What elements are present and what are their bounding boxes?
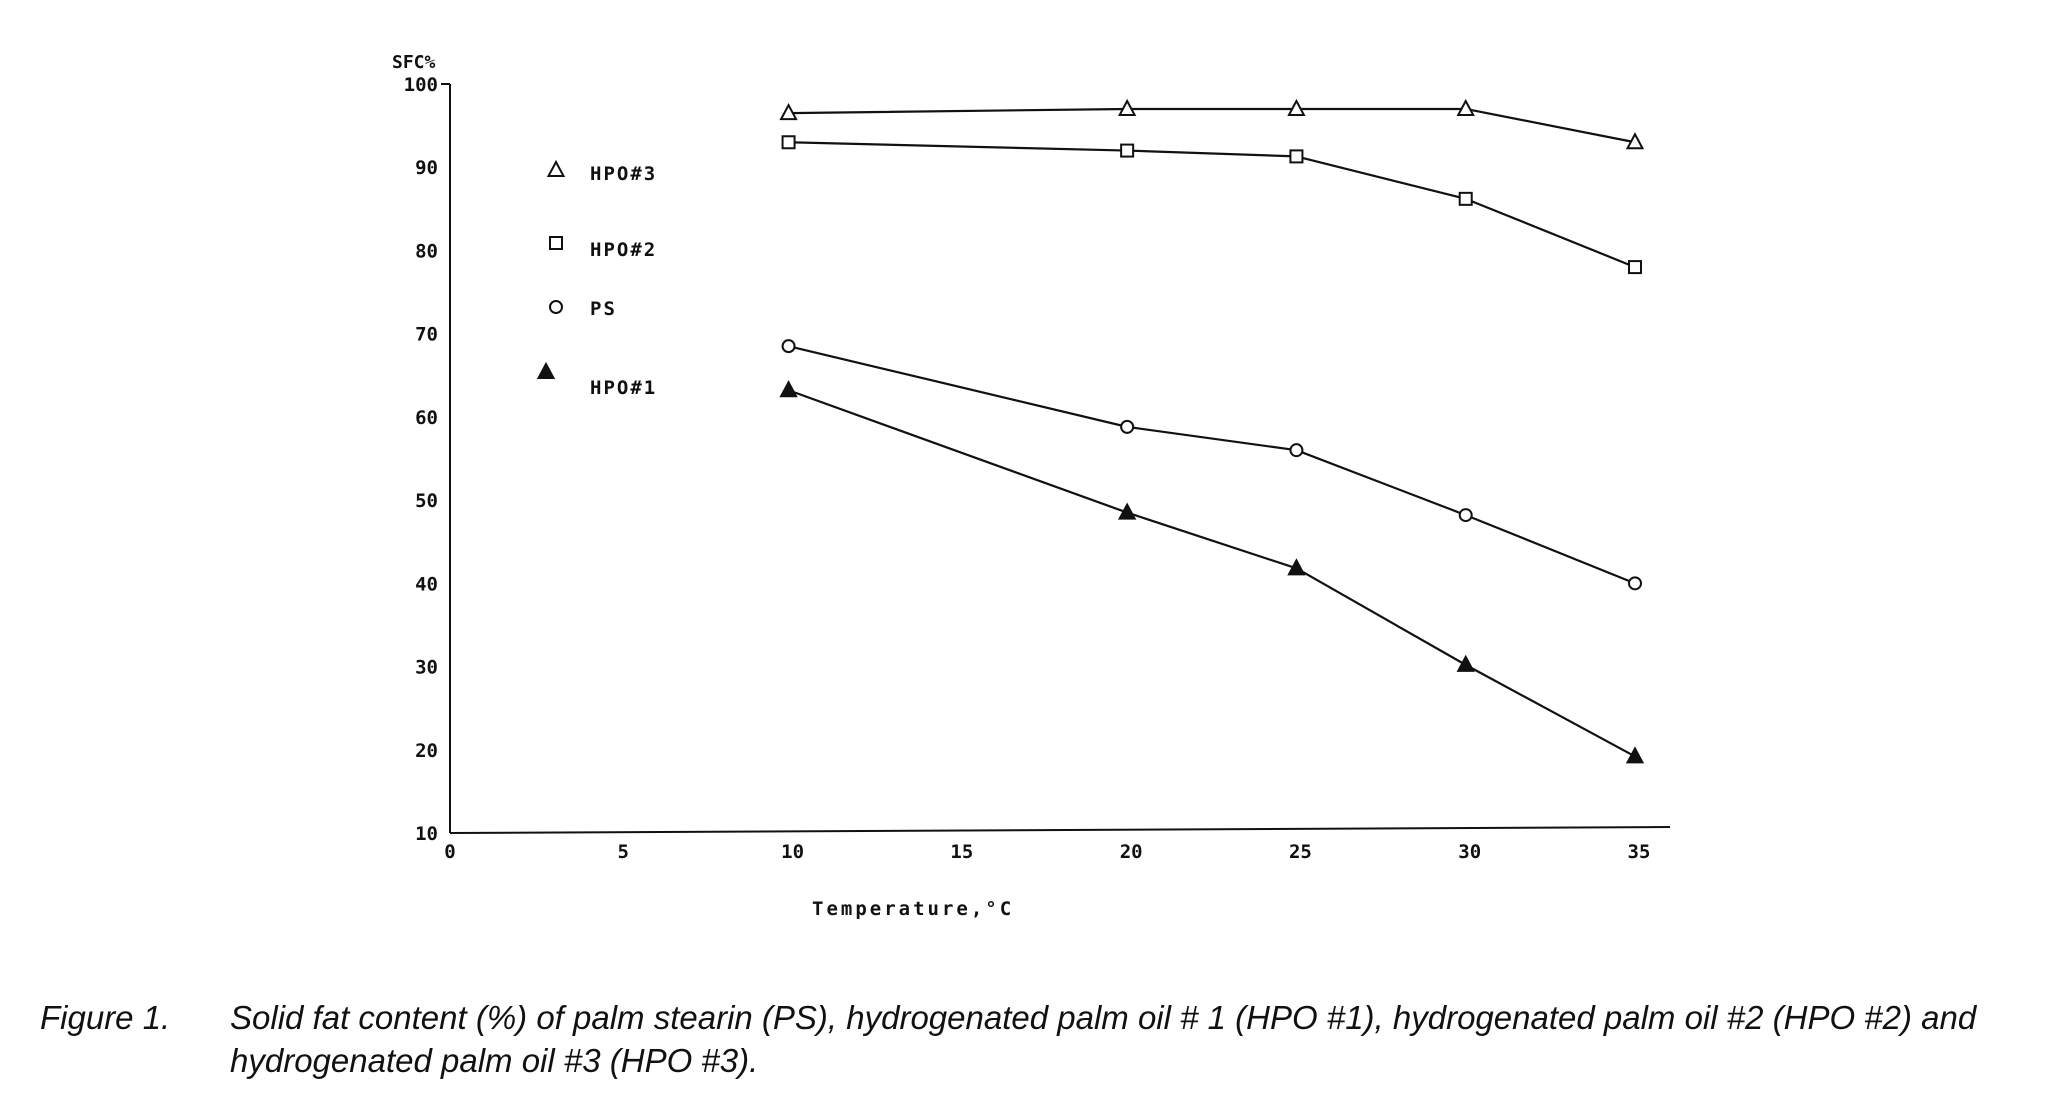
legend: HPO#3 HPO#2 PS HPO#1: [536, 159, 657, 399]
data-point-hpo-3: [779, 103, 798, 121]
data-point-hpo-3: [1625, 132, 1645, 150]
legend-label: HPO#1: [590, 377, 657, 399]
tick-labels: 10 20 30 40 50 60 70 80 90 100 0 5 10 15 20 25 30 35: [404, 74, 1651, 863]
y-tick-label: 20: [415, 740, 438, 762]
x-axis-title: Temperature,°C: [812, 898, 1014, 920]
series-ps: [781, 339, 1642, 591]
caption-text: Solid fat content (%) of palm stearin (P…: [230, 999, 1977, 1079]
y-axis-title: SFC%: [392, 52, 436, 73]
series-line-hpo-3: [788, 107, 1636, 144]
data-point-ps: [781, 339, 796, 354]
x-tick-label: 15: [950, 841, 973, 863]
legend-item-ps: PS: [549, 298, 617, 320]
legend-label: HPO#2: [590, 239, 657, 261]
y-tick-label: 90: [415, 157, 438, 179]
data-point-hpo-2: [1458, 191, 1473, 206]
legend-marker-ps: [549, 300, 563, 314]
legend-label: HPO#3: [590, 163, 657, 185]
data-point-ps: [1628, 576, 1642, 591]
data-point-hpo-3: [1456, 98, 1475, 116]
series-hpo-1: [779, 380, 1645, 764]
x-tick-label: 30: [1458, 841, 1481, 863]
legend-marker-hpo-1: [536, 361, 556, 379]
legend-marker-hpo-2: [549, 236, 563, 250]
x-tick-label: 0: [444, 841, 455, 863]
series-hpo-3: [779, 98, 1645, 150]
data-point-hpo-2: [1120, 143, 1135, 158]
y-tick-label: 30: [415, 657, 438, 679]
data-point-hpo-2: [1628, 260, 1642, 275]
series-line-ps: [788, 345, 1636, 585]
y-tick-label: 10: [415, 823, 438, 845]
data-point-hpo-1: [1625, 746, 1645, 764]
y-tick-label: 50: [415, 490, 438, 512]
x-tick-label: 35: [1628, 841, 1651, 863]
y-tick-label: 40: [415, 573, 438, 595]
data-point-ps: [1458, 508, 1473, 523]
legend-item-hpo-3: HPO#3: [546, 159, 657, 185]
series-line-hpo-2: [788, 141, 1636, 269]
y-tick-label: 80: [415, 240, 438, 262]
legend-marker-hpo-3: [546, 159, 566, 177]
axes: SFC% Temperature,°C: [392, 52, 1671, 920]
y-tick-label: 60: [415, 407, 438, 429]
data-point-hpo-2: [781, 135, 796, 150]
data-point-hpo-2: [1289, 149, 1304, 164]
y-tick-label: 100: [404, 74, 438, 96]
data-point-hpo-1: [1287, 558, 1306, 576]
data-point-ps: [1289, 443, 1304, 458]
data-point-hpo-3: [1287, 98, 1306, 116]
x-tick-label: 25: [1289, 841, 1312, 863]
legend-item-hpo-1: HPO#1: [536, 361, 657, 399]
series-line-hpo-1: [788, 389, 1636, 758]
data-point-hpo-3: [1117, 98, 1137, 116]
data-point-hpo-1: [779, 380, 798, 398]
data-point-hpo-1: [1456, 654, 1475, 672]
x-axis-line: [449, 826, 1671, 834]
legend-item-hpo-2: HPO#2: [549, 236, 657, 261]
series-hpo-2: [781, 135, 1642, 275]
y-tick-label: 70: [415, 324, 438, 346]
series-lines: [779, 98, 1645, 764]
x-tick-label: 5: [618, 841, 629, 863]
data-point-hpo-1: [1117, 502, 1137, 520]
legend-label: PS: [590, 298, 617, 320]
data-point-ps: [1120, 419, 1135, 434]
x-tick-label: 10: [781, 841, 804, 863]
x-tick-label: 20: [1120, 841, 1143, 863]
caption-label: Figure 1.: [40, 999, 171, 1036]
